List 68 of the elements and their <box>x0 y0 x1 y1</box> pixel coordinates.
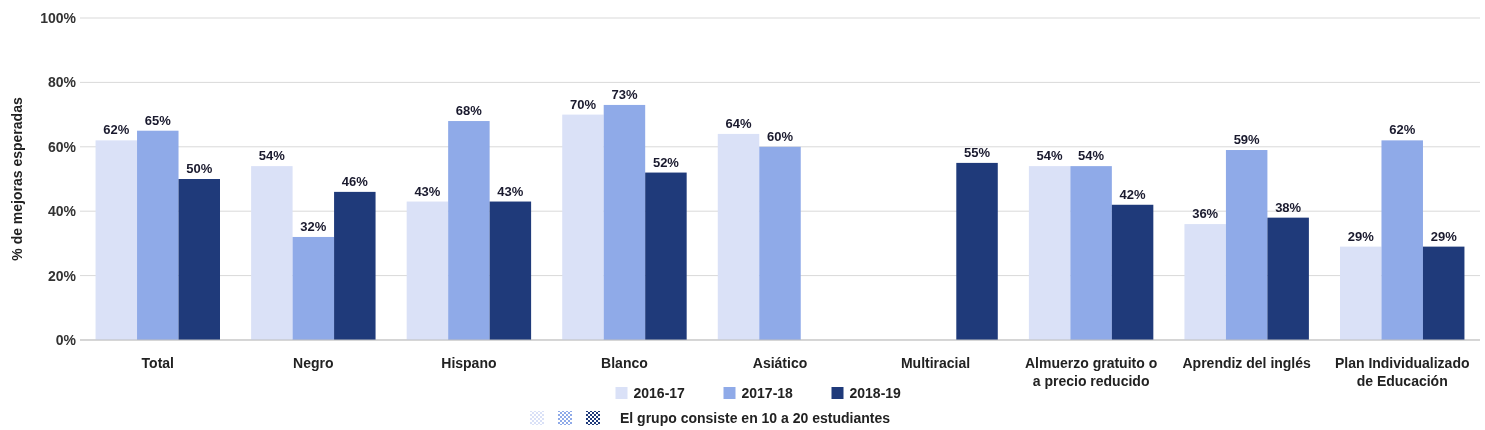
legend-label: 2018-19 <box>849 384 902 401</box>
bar <box>137 130 179 340</box>
bar <box>1028 166 1071 340</box>
bar <box>1111 204 1154 340</box>
data-label: 54% <box>1078 148 1105 164</box>
y-tick-label: 100% <box>40 9 77 26</box>
data-label: 29% <box>1347 228 1375 244</box>
data-label: 59% <box>1233 132 1261 148</box>
data-label: 54% <box>1036 148 1064 164</box>
y-tick-label: 80% <box>47 74 77 91</box>
text: El grupo consiste en 10 a 20 estudiantes <box>620 409 891 426</box>
bar <box>1070 166 1112 340</box>
data-label: 38% <box>1275 199 1302 215</box>
x-tick-label: Negro <box>293 355 334 371</box>
bar <box>562 114 604 340</box>
data-label: 54% <box>258 148 286 164</box>
bar <box>1340 246 1382 340</box>
data-label: 36% <box>1192 206 1219 222</box>
data-label: 42% <box>1119 186 1147 202</box>
data-label: 50% <box>186 161 213 176</box>
x-tick-label: Blanco <box>601 355 648 371</box>
bar <box>1225 150 1268 340</box>
data-label: 46% <box>341 173 369 189</box>
data-label: 62% <box>1389 122 1416 138</box>
data-label: 60% <box>766 128 794 144</box>
data-label: 32% <box>300 218 327 234</box>
data-label: 64% <box>725 115 752 131</box>
x-tick-label: Total <box>141 355 174 371</box>
y-axis-title: % de mejoras esperadas <box>9 97 25 261</box>
x-tick-label: Almuerzo gratuito o a precio reducido <box>1024 355 1158 389</box>
data-label: 29% <box>1430 228 1458 244</box>
bar <box>1422 246 1465 340</box>
data-label: 43% <box>497 183 524 199</box>
data-label: 62% <box>103 122 130 138</box>
bar <box>603 104 646 340</box>
bar <box>759 146 801 340</box>
bar <box>178 179 220 340</box>
bar <box>334 191 376 340</box>
data-label: 73% <box>611 86 638 102</box>
bar <box>489 201 532 340</box>
bar <box>1184 224 1226 340</box>
data-label: 68% <box>455 103 483 119</box>
data-label: 70% <box>569 96 597 112</box>
bar <box>95 140 138 340</box>
bar <box>645 172 687 340</box>
bar <box>251 166 293 340</box>
bar <box>448 121 490 340</box>
y-tick-label: 60% <box>47 138 77 155</box>
bar <box>406 201 449 340</box>
bar <box>1267 217 1309 340</box>
bar <box>717 133 760 340</box>
x-tick-label: Plan Individualizado de Educación <box>1334 355 1470 389</box>
bar <box>1381 140 1423 340</box>
bar <box>956 162 998 340</box>
y-tick-label: 0% <box>55 331 77 348</box>
x-tick-label: Aprendiz del inglés <box>1182 355 1312 371</box>
y-tick-label: 40% <box>47 203 77 220</box>
y-tick-label: 20% <box>47 267 77 284</box>
data-label: 65% <box>144 112 172 128</box>
legend-label: 2016-17 <box>633 384 686 401</box>
data-label: 43% <box>414 183 441 199</box>
legend-label: 2017-18 <box>741 384 794 401</box>
x-tick-label: Asiático <box>752 355 808 371</box>
data-label: 52% <box>652 154 680 170</box>
x-tick-label: Hispano <box>441 355 497 371</box>
bar <box>292 236 335 340</box>
data-label: 55% <box>964 144 991 160</box>
x-tick-label: Multiracial <box>900 355 971 371</box>
